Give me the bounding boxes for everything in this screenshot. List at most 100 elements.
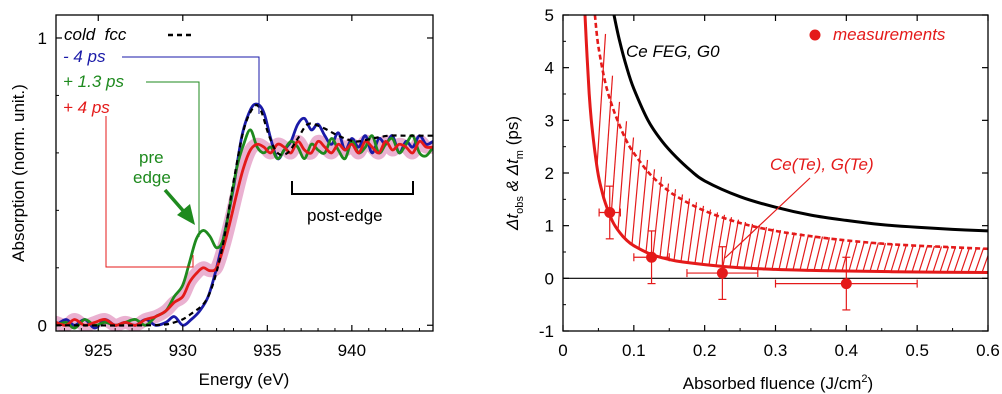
hatch-band [596,33,988,273]
hatch-line [932,246,943,273]
series-plus-1-3ps [56,128,433,330]
hatch-line [883,243,894,272]
hatch-line [841,239,852,272]
right-points [598,185,918,311]
hatch-line [673,194,684,261]
hatch-line [799,234,810,271]
hatch-line [946,246,957,273]
hatch-line [778,231,789,270]
hatch-line [813,236,824,271]
hatch-line [652,176,663,255]
leader-ce-te [724,177,811,259]
hatch-line [967,247,978,273]
curve-label-ce-te: Ce(Te), G(Te) [770,155,874,174]
hatch-line [722,217,733,267]
hatch-line [617,121,628,230]
right-x-tick-label: 0.2 [693,341,717,360]
right-y-tick-label: 1 [545,217,554,236]
pre-edge-label-2: edge [133,168,171,187]
hatch-line [701,209,712,265]
series-cold-fcc [56,104,433,327]
right-x-axis-label-sup: 2 [861,373,867,385]
hatch-line [925,245,936,273]
hatch-line [939,246,950,273]
right-y-label-dt2: & Δt [503,158,522,196]
curve-label-ce-feg: Ce FEG, G0 [626,42,720,61]
left-y-tick-label: 1 [38,29,47,48]
hatch-line [624,137,635,239]
left-y-tick-label: 0 [38,316,47,335]
left-ticks: 925 930 935 940 0 1 [38,15,433,360]
hatch-line [953,247,964,273]
hatch-line [918,245,929,273]
hatch-line [708,212,719,266]
hatch-line [785,232,796,270]
measurement-point [646,251,658,263]
hatch-line [848,240,859,272]
right-y-tick-label: 3 [545,111,554,130]
hatch-line [715,214,726,266]
right-x-tick-label: 0.1 [622,341,646,360]
hatch-line [603,75,614,199]
measurement-point [840,278,852,290]
right-x-tick-label: 0.5 [905,341,929,360]
legend-measurements-label: measurements [833,25,946,44]
right-y-tick-label: 0 [545,269,554,288]
hatch-line [736,221,747,268]
legend-cold-label: cold fcc [64,25,127,44]
legend-m4-label: - 4 ps [63,47,106,66]
hatch-line [729,219,740,268]
hatch-line [904,244,915,273]
hatch-line [610,101,621,218]
right-y-tick-label: -1 [539,322,554,341]
right-x-tick-label: 0 [558,341,567,360]
right-y-label-unit: (ps) [503,116,522,150]
hatch-line [897,244,908,272]
right-x-axis-label-main: Absorbed fluence (J/cm [683,374,862,393]
right-x-tick-label: 0.3 [764,341,788,360]
right-y-tick-label: 4 [545,59,554,78]
hatch-line [890,243,901,272]
pre-edge-arrow-shaft [163,188,188,216]
right-x-tick-label: 0.4 [835,341,859,360]
hatch-line [862,241,873,272]
hatch-line [680,198,691,262]
pre-edge-label-1: pre [139,148,164,167]
band-upper-dashed [593,15,988,251]
hatch-line [757,226,768,269]
right-x-axis-label: Absorbed fluence (J/cm2) [683,373,873,393]
left-x-axis-label: Energy (eV) [199,370,290,389]
right-y-label-m: m [514,150,526,159]
hatch-line [911,245,922,273]
series-plus-4ps [56,139,433,327]
hatch-line [596,33,607,167]
hatch-line [806,235,817,271]
hatch-line [834,238,845,271]
hatch-line [659,183,670,258]
left-x-tick-label: 935 [253,341,281,360]
hatch-line [750,225,761,269]
right-x-tick-label: 0.6 [976,341,1000,360]
right-curves [563,15,988,279]
post-edge-label: post-edge [307,206,383,225]
left-curves [56,102,433,331]
right-y-tick-label: 2 [545,164,554,183]
hatch-line [974,248,985,273]
curve-ce-te [583,15,988,274]
measurement-point [604,207,616,218]
left-y-axis-label: Absorption (norm. unit.) [9,84,28,262]
hatch-line [638,159,649,249]
legend-p13-label: + 1.3 ps [63,72,124,91]
hatch-line [771,230,782,270]
hatch-line [743,223,754,269]
legend-measurements-marker [809,29,821,41]
hatch-line [827,238,838,271]
right-y-axis-label: Δtobs & Δtm (ps) [503,116,526,231]
measurement-point [716,267,728,279]
hatch-line [666,189,677,259]
hatch-line [981,253,988,273]
